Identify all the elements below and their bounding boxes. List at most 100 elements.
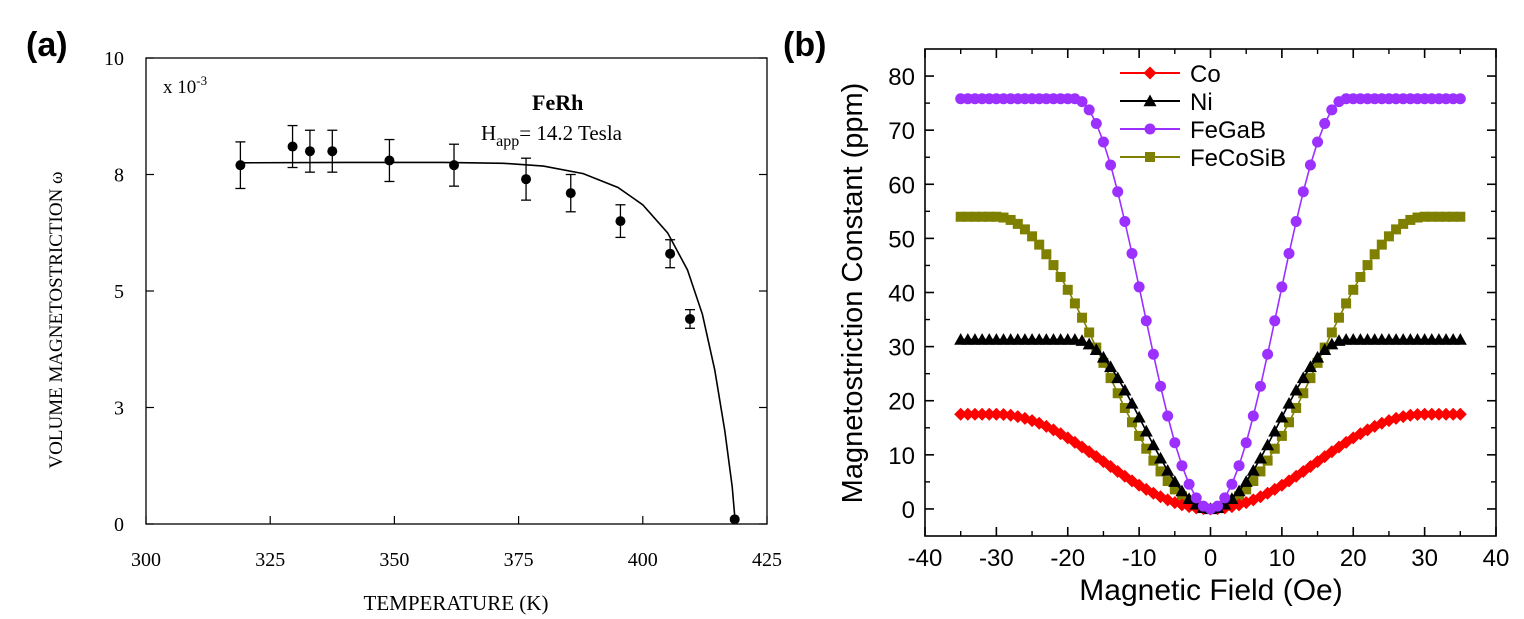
series-point — [1239, 475, 1253, 487]
legend-label: Ni — [1190, 89, 1213, 116]
series-point — [1304, 159, 1316, 171]
series-point — [1410, 408, 1424, 422]
series-point — [1453, 333, 1467, 345]
series-point — [1161, 464, 1175, 476]
series-point — [1019, 224, 1030, 235]
series-point — [975, 407, 989, 421]
panel-a-exponent: x 10-3 — [163, 73, 207, 98]
panel-b-y-tick-label: 80 — [888, 64, 915, 91]
series-point — [1253, 451, 1267, 464]
series-Co — [954, 407, 1467, 516]
data-point — [384, 155, 395, 166]
series-point — [1082, 337, 1096, 350]
panel-b-x-tick-label: -10 — [1122, 545, 1157, 572]
panel-a-y-tick-label: 8 — [114, 165, 124, 187]
series-point — [1119, 402, 1130, 413]
series-point — [1391, 224, 1402, 235]
series-point — [1155, 380, 1167, 392]
series-point — [1041, 249, 1052, 260]
legend-entry-FeCoSiB: FeCoSiB — [1120, 145, 1286, 172]
series-point — [1176, 491, 1187, 502]
panel-a-y-tick-label: 5 — [114, 281, 124, 303]
panel-a-frame — [145, 57, 768, 525]
series-point — [982, 407, 996, 421]
series-point — [1111, 371, 1125, 384]
series-point — [1348, 284, 1359, 295]
series-point — [1104, 360, 1118, 373]
series-point — [954, 407, 968, 421]
data-point — [684, 313, 695, 324]
series-point — [969, 211, 980, 222]
series-point — [1453, 407, 1467, 421]
series-point — [1232, 484, 1246, 497]
data-point — [615, 216, 626, 227]
panel-b-x-tick-label: -40 — [908, 545, 943, 572]
data-point — [565, 188, 576, 199]
panel-a-x-tick-label: 425 — [752, 549, 782, 571]
series-point — [1134, 430, 1145, 441]
series-point — [1325, 337, 1339, 350]
series-point — [1132, 410, 1146, 423]
series-point — [1426, 211, 1437, 222]
legend-entry-FeGaB: FeGaB — [1120, 117, 1266, 144]
series-point — [977, 211, 988, 222]
panel-b-y-tick-label: 0 — [902, 497, 915, 524]
data-point — [729, 514, 740, 525]
series-point — [1254, 380, 1266, 392]
series-point — [1190, 492, 1202, 504]
series-point — [1097, 136, 1109, 148]
series-point — [1233, 460, 1245, 472]
series-point — [1083, 104, 1095, 116]
series-point — [1118, 383, 1132, 396]
series-point — [1119, 215, 1131, 227]
series-point — [1212, 500, 1224, 512]
series-point — [961, 407, 975, 421]
series-point — [1169, 484, 1180, 495]
panel-b-x-tick-label: 10 — [1269, 545, 1296, 572]
series-point — [1262, 348, 1274, 360]
series-point — [1291, 402, 1302, 413]
series-point — [1077, 312, 1088, 323]
data-point — [235, 160, 246, 171]
series-point — [1139, 424, 1153, 437]
series-point — [1362, 260, 1373, 271]
legend-marker — [1144, 123, 1156, 135]
legend-label: FeGaB — [1190, 117, 1266, 144]
series-point — [1441, 211, 1452, 222]
series-point — [1289, 383, 1303, 396]
panel-b-label: (b) — [783, 26, 826, 64]
panel-b-x-tick-label: -20 — [1050, 545, 1085, 572]
panel-b-ticks: -40 -30 -20 -10 0 10 20 30 40 0 10 20 30 40 50 60 70 80 — [888, 49, 1509, 572]
series-point — [989, 407, 1003, 421]
series-point — [1169, 437, 1181, 449]
legend-marker — [1145, 152, 1155, 162]
series-point — [1105, 159, 1117, 171]
series-point — [1433, 211, 1444, 222]
panel-a-title: FeRh — [532, 90, 583, 115]
series-line — [960, 215, 1461, 510]
series-point — [1105, 373, 1116, 384]
legend-entry-Co: Co — [1120, 61, 1221, 88]
series-point — [1369, 249, 1380, 260]
series-point — [984, 211, 995, 222]
series-point — [1219, 492, 1231, 504]
legend-marker — [1143, 66, 1157, 80]
panel-a-x-tick-label: 300 — [131, 549, 161, 571]
series-point — [1305, 373, 1316, 384]
series-FeCoSiB — [955, 211, 1466, 514]
series-point — [1005, 214, 1016, 225]
series-point — [1075, 334, 1089, 346]
series-point — [1076, 96, 1088, 108]
series-point — [1162, 410, 1174, 422]
series-point — [1303, 360, 1317, 373]
series-point — [968, 407, 982, 421]
series-point — [955, 211, 966, 222]
panel-a-x-tick-label: 325 — [255, 549, 285, 571]
series-point — [991, 211, 1002, 222]
legend-marker — [1143, 94, 1157, 107]
series-point — [1148, 455, 1159, 466]
panel-b-ylabel: Magnetostriction Constant (ppm) — [837, 83, 869, 504]
series-point — [1398, 218, 1409, 229]
series-point — [1183, 478, 1195, 490]
